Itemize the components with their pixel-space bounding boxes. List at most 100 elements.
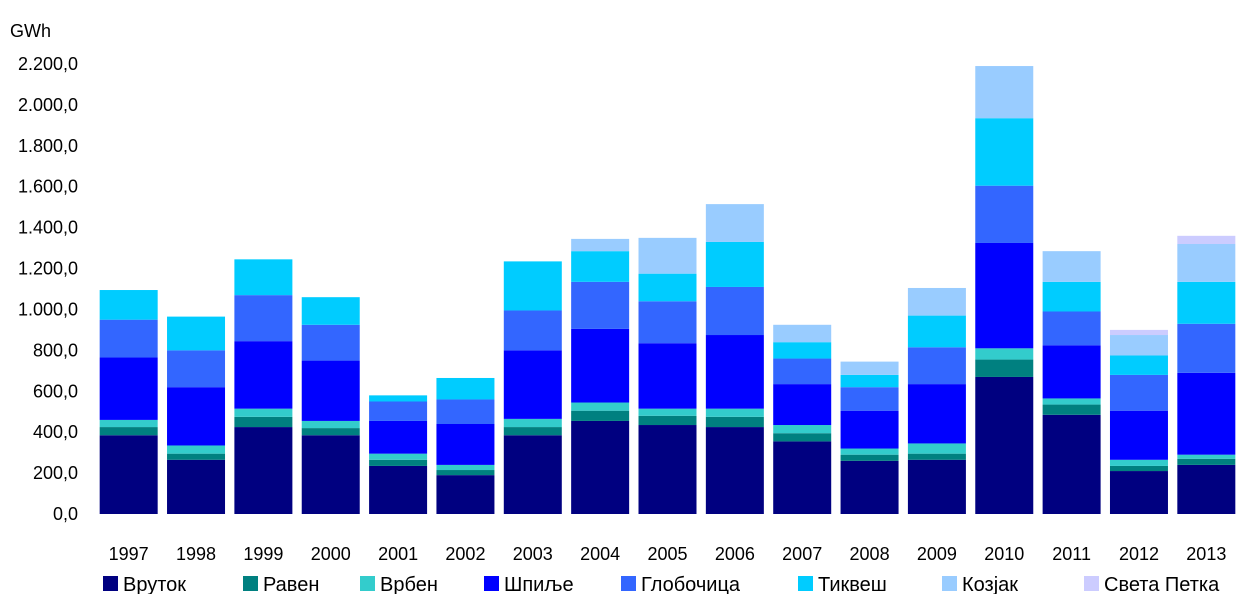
bar-segment <box>1109 465 1168 472</box>
bar-segment <box>369 453 428 460</box>
legend-label: Врбен <box>380 574 438 594</box>
bar-segment <box>167 445 226 454</box>
bar-segment <box>773 324 832 343</box>
x-tick-label: 2007 <box>782 544 822 564</box>
bar-segment <box>234 341 293 409</box>
bar-segment <box>301 428 360 436</box>
bar-segment <box>503 435 562 514</box>
bar-segment <box>975 66 1034 119</box>
bar-segment <box>571 238 630 252</box>
bar-segment <box>503 261 562 311</box>
bar-segment <box>234 295 293 342</box>
bar-segment <box>907 315 966 348</box>
bar-segment <box>638 408 697 416</box>
legend-label: Глобочица <box>641 574 741 594</box>
bar-segment <box>975 118 1034 186</box>
bar-segment <box>436 464 495 471</box>
bar-segment <box>1042 311 1101 346</box>
y-tick-label: 1.400,0 <box>18 218 78 238</box>
bar-segment <box>1109 329 1168 336</box>
bar-segment <box>436 377 495 400</box>
bar-segment <box>301 435 360 514</box>
x-tick-label: 2003 <box>513 544 553 564</box>
bar-segment <box>975 242 1034 349</box>
bar-segment <box>369 395 428 402</box>
bar-segment <box>840 387 899 411</box>
legend: Вруток Равен Врбен Шпиље Глобочица Тиквеш Козј… <box>103 574 1220 594</box>
legend-label: Вруток <box>123 574 186 594</box>
bar-segment <box>1109 335 1168 356</box>
x-axis-ticks: 1997 1998 1999 2000 2001 2002 2003 2004 2005 2006… <box>109 544 1227 564</box>
bar-segment <box>1177 372 1236 455</box>
bar-segment <box>301 297 360 325</box>
y-tick-label: 2.200,0 <box>18 54 78 74</box>
bar-segment <box>773 433 832 442</box>
bar-segment <box>99 435 158 514</box>
legend-swatch <box>484 576 499 591</box>
legend-swatch <box>103 576 118 591</box>
bar-segment <box>99 290 158 320</box>
x-tick-label: 1997 <box>109 544 149 564</box>
bar-segment <box>1109 355 1168 375</box>
bar-segment <box>975 376 1034 514</box>
bar-segment <box>1042 281 1101 312</box>
x-tick-label: 2006 <box>715 544 755 564</box>
bar-segment <box>975 359 1034 377</box>
bar-segment <box>99 319 158 358</box>
legend-label: Света Петка <box>1104 574 1220 594</box>
x-tick-label: 2012 <box>1119 544 1159 564</box>
bar-segment <box>99 427 158 436</box>
bar-segment <box>234 259 293 296</box>
bar-segment <box>436 470 495 476</box>
bar-segment <box>436 475 495 514</box>
bar-segment <box>167 350 226 388</box>
bar-segment <box>705 335 764 409</box>
bar-segment <box>773 342 832 359</box>
bar-segment <box>1109 459 1168 466</box>
bar-segment <box>571 328 630 403</box>
y-tick-label: 1.600,0 <box>18 177 78 197</box>
x-tick-label: 2005 <box>647 544 687 564</box>
bar-segment <box>705 241 764 287</box>
x-tick-label: 2011 <box>1052 544 1091 564</box>
bar-segment <box>975 185 1034 243</box>
y-tick-label: 200,0 <box>33 463 78 483</box>
y-tick-label: 1.000,0 <box>18 299 78 319</box>
bar-segment <box>234 416 293 428</box>
x-tick-label: 1999 <box>243 544 283 564</box>
bar-segment <box>1109 471 1168 514</box>
bar-segment <box>301 420 360 429</box>
bar-segment <box>571 402 630 411</box>
y-tick-label: 600,0 <box>33 381 78 401</box>
bar-segment <box>503 418 562 428</box>
bar-segment <box>840 374 899 388</box>
bar-segment <box>503 310 562 351</box>
bar-segment <box>1177 454 1236 459</box>
bar-segment <box>436 399 495 424</box>
x-tick-label: 2004 <box>580 544 620 564</box>
bar-segment <box>571 251 630 282</box>
bar-segment <box>1042 398 1101 405</box>
bar-segment <box>436 424 495 465</box>
legend-swatch <box>243 576 258 591</box>
x-tick-label: 2009 <box>917 544 957 564</box>
bar-segment <box>907 443 966 454</box>
bar-segment <box>773 441 832 514</box>
bar-segment <box>840 361 899 375</box>
bar-segment <box>638 273 697 302</box>
bar-segment <box>840 448 899 455</box>
x-tick-label: 2008 <box>850 544 890 564</box>
bar-segment <box>369 465 428 514</box>
bar-segment <box>1042 414 1101 514</box>
bar-segment <box>1177 235 1236 244</box>
bar-segment <box>705 427 764 514</box>
legend-swatch <box>621 576 636 591</box>
bar-segment <box>369 420 428 454</box>
bar-segment <box>705 416 764 428</box>
bar-segment <box>638 415 697 426</box>
bar-segment <box>1042 251 1101 282</box>
legend-label: Шпиље <box>504 574 574 594</box>
y-tick-label: 1.200,0 <box>18 259 78 279</box>
legend-swatch <box>360 576 375 591</box>
